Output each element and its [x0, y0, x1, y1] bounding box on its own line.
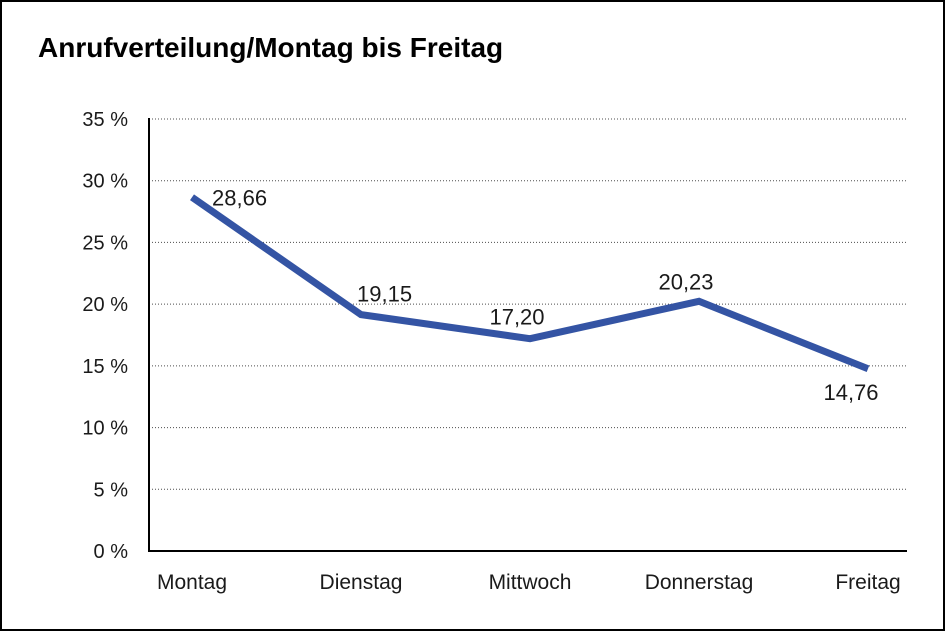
data-label: 17,20: [489, 305, 544, 330]
y-tick-label: 15 %: [82, 356, 128, 378]
series-line: [190, 194, 870, 373]
x-category-label: Freitag: [835, 571, 900, 594]
y-tick-label: 20 %: [82, 294, 128, 316]
y-tick-label: 5 %: [94, 479, 129, 501]
x-category-label: Mittwoch: [489, 571, 572, 594]
chart-title: Anrufverteilung/Montag bis Freitag: [38, 32, 504, 63]
x-category-label: Donnerstag: [645, 571, 754, 594]
x-category-label: Montag: [157, 571, 227, 594]
x-category-label: Dienstag: [320, 571, 403, 594]
y-tick-label: 10 %: [82, 418, 128, 440]
data-label: 19,15: [357, 282, 412, 307]
data-label: 28,66: [212, 185, 267, 210]
y-tick-label: 0 %: [94, 541, 129, 563]
y-tick-label: 30 %: [82, 171, 128, 193]
y-tick-label: 35 %: [82, 109, 128, 131]
data-label: 14,76: [823, 380, 878, 405]
data-label: 20,23: [658, 269, 713, 294]
y-tick-label: 25 %: [82, 232, 128, 254]
